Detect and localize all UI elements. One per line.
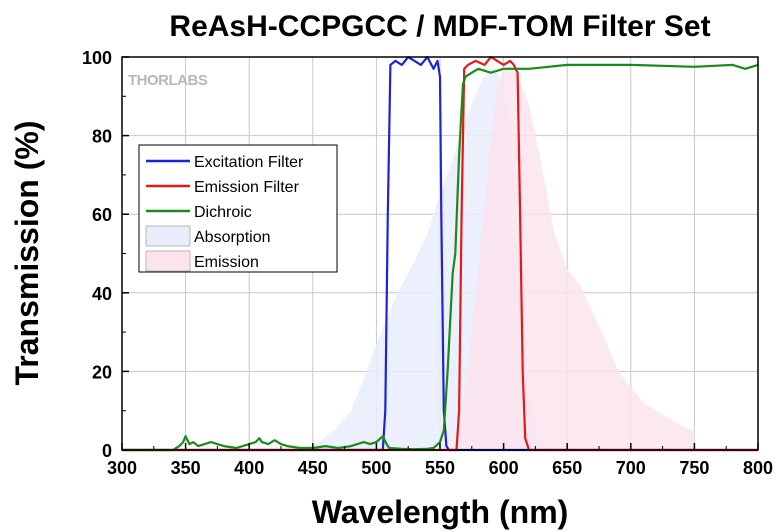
excitation-legend-label: Excitation Filter: [194, 154, 304, 171]
absorption-legend-swatch: [145, 225, 191, 247]
emission-legend-swatch: [145, 250, 191, 272]
x-tick-label: 300: [107, 458, 137, 478]
x-tick-label: 750: [679, 458, 709, 478]
y-tick-label: 60: [92, 205, 112, 225]
x-tick-label: 800: [743, 458, 773, 478]
y-tick-label: 0: [102, 441, 112, 461]
y-tick-label: 40: [92, 284, 112, 304]
y-tick-label: 80: [92, 127, 112, 147]
x-tick-label: 600: [489, 458, 519, 478]
plot-area: THORLABS: [121, 55, 759, 452]
x-axis-label: Wavelength (nm): [312, 494, 569, 530]
axes: 300 350 400 450 500 550 600 650 700 750 800 0 20 40 60…: [82, 48, 773, 478]
x-tick-label: 700: [616, 458, 646, 478]
emission-legend-label: Emission: [194, 254, 259, 271]
emission_filter-line: [122, 55, 758, 452]
area-series: [300, 64, 695, 451]
absorption-legend-label: Absorption: [194, 229, 271, 246]
x-tick-label: 350: [171, 458, 201, 478]
excitation-line: [122, 55, 758, 452]
x-tick-label: 500: [361, 458, 391, 478]
dichroic-line: [122, 63, 759, 452]
legend: Excitation Filter Emission Filter Dichroic…: [138, 144, 338, 273]
x-tick-label: 450: [298, 458, 328, 478]
x-tick-label: 650: [552, 458, 582, 478]
x-tick-label: 550: [425, 458, 455, 478]
emission-area: [452, 64, 695, 451]
emission_filter-legend-label: Emission Filter: [194, 179, 300, 196]
dichroic-legend-label: Dichroic: [194, 204, 252, 221]
y-tick-label: 100: [82, 48, 112, 68]
chart-title: ReAsH-CCPGCC / MDF-TOM Filter Set: [169, 10, 710, 43]
thorlabs-watermark: THORLABS: [128, 72, 208, 89]
x-tick-label: 400: [234, 458, 264, 478]
line-series: [122, 55, 759, 452]
y-axis-label: Transmission (%): [9, 121, 45, 386]
y-tick-label: 20: [92, 362, 112, 382]
